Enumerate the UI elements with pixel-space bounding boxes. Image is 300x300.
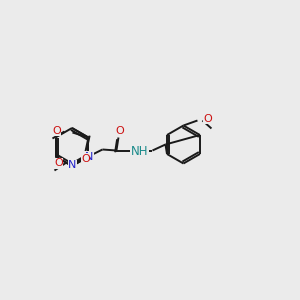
Text: O: O [54, 158, 63, 169]
Text: N: N [85, 152, 93, 161]
Text: NH: NH [131, 145, 148, 158]
Text: O: O [81, 154, 90, 164]
Text: O: O [115, 125, 124, 136]
Text: O: O [52, 125, 61, 136]
Text: O: O [203, 113, 212, 124]
Text: N: N [68, 160, 77, 170]
